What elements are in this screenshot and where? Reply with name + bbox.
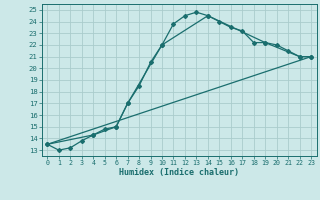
X-axis label: Humidex (Indice chaleur): Humidex (Indice chaleur) xyxy=(119,168,239,177)
